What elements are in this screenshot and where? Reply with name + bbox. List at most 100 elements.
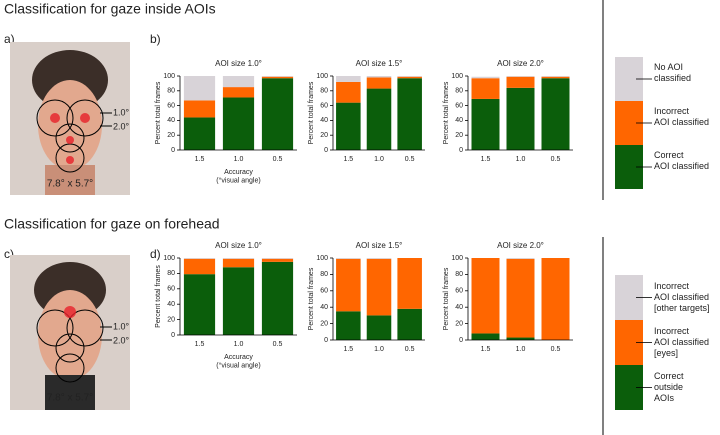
panel-label: a) [4, 32, 15, 46]
chart-title: AOI size 1.5° [356, 59, 403, 68]
bar-segment [183, 258, 216, 275]
x-tick-label: 1.5 [343, 346, 353, 353]
chart-title: AOI size 1.0° [215, 59, 262, 68]
bar-segment [366, 88, 392, 150]
x-tick-label: 0.5 [273, 156, 283, 163]
y-tick-label: 40 [455, 304, 463, 311]
bar-segment [222, 267, 255, 335]
y-tick-label: 80 [455, 88, 463, 95]
y-tick-label: 60 [455, 102, 463, 109]
y-tick-label: 60 [167, 102, 175, 109]
bar-segment [366, 77, 392, 89]
y-tick-label: 0 [459, 337, 463, 344]
y-tick-label: 60 [320, 102, 328, 109]
heading: Classification for gaze on forehead [4, 216, 220, 232]
x-tick-label: 0.5 [551, 346, 561, 353]
y-tick-label: 20 [455, 132, 463, 139]
x-tick-label: 1.0 [234, 341, 244, 348]
bar-segment [366, 258, 392, 259]
bar-segment [336, 311, 361, 340]
bar-segment [366, 76, 392, 78]
bar-segment [506, 87, 535, 150]
x-tick-label: 1.5 [195, 341, 205, 348]
y-tick-label: 80 [320, 271, 328, 278]
y-axis-label: Percent total frames [308, 267, 315, 330]
y-tick-label: 80 [455, 271, 463, 278]
face-label: 7.8° x 5.7° [47, 393, 93, 404]
x-tick-label: 1.0 [374, 156, 384, 163]
bar-segment [397, 78, 422, 150]
bar-segment [222, 97, 255, 150]
y-tick-label: 100 [451, 255, 463, 262]
chart-title: AOI size 1.0° [215, 241, 262, 250]
face-image [10, 42, 130, 195]
bar-segment [541, 258, 570, 340]
x-tick-label: 0.5 [405, 346, 415, 353]
x-tick-label: 1.5 [343, 156, 353, 163]
legend-label: No AOI classified [654, 62, 692, 83]
y-tick-label: 0 [171, 332, 175, 339]
bar-segment [183, 274, 216, 335]
y-tick-label: 60 [320, 288, 328, 295]
y-tick-label: 60 [167, 286, 175, 293]
heading: Classification for gaze inside AOIs [4, 1, 216, 17]
x-tick-label: 0.5 [551, 156, 561, 163]
x-tick-label: 0.5 [405, 156, 415, 163]
bar-segment [541, 78, 570, 150]
y-tick-label: 80 [320, 88, 328, 95]
bar-segment [336, 258, 361, 259]
y-tick-label: 100 [163, 73, 175, 80]
bar-segment [183, 100, 216, 118]
x-tick-label: 1.0 [516, 156, 526, 163]
y-axis-label: Percent total frames [308, 81, 315, 144]
panel-label: c) [4, 247, 14, 261]
y-tick-label: 40 [455, 117, 463, 124]
bar-segment [471, 78, 500, 99]
y-axis-label: Percent total frames [443, 81, 450, 144]
bar-segment [261, 76, 294, 77]
bar-segment [261, 258, 294, 259]
bar-segment [541, 76, 570, 79]
bar-segment [397, 258, 422, 309]
bar-segment [183, 76, 216, 101]
x-tick-label: 1.5 [195, 156, 205, 163]
bar-segment [471, 333, 500, 340]
bar-segment [366, 315, 392, 340]
y-tick-label: 20 [167, 316, 175, 323]
bar-segment [261, 261, 294, 335]
x-tick-label: 1.5 [481, 346, 491, 353]
legend-label: Correct outside AOIs [654, 370, 684, 403]
face-label: 1.0° [113, 107, 130, 117]
x-tick-label: 1.0 [234, 156, 244, 163]
bar-segment [336, 258, 361, 312]
bar-segment [222, 258, 255, 259]
y-tick-label: 20 [455, 320, 463, 327]
bar-segment [336, 102, 361, 150]
bar-segment [397, 76, 422, 79]
y-axis-label: Percent total frames [155, 265, 162, 328]
bar-segment [336, 81, 361, 103]
bar-segment [261, 258, 294, 262]
y-tick-label: 20 [320, 132, 328, 139]
y-tick-label: 80 [167, 88, 175, 95]
bar-segment [506, 76, 535, 88]
y-tick-label: 40 [167, 117, 175, 124]
bar-segment [541, 76, 570, 77]
x-tick-label: 1.5 [481, 156, 491, 163]
y-tick-label: 40 [320, 117, 328, 124]
panel-label: d) [150, 247, 161, 261]
bar-segment [183, 117, 216, 150]
y-tick-label: 100 [163, 255, 175, 262]
chart-title: AOI size 2.0° [497, 241, 544, 250]
face-label: 2.0° [113, 121, 130, 131]
y-tick-label: 100 [316, 73, 328, 80]
bar-segment [471, 76, 500, 79]
legend-label: Incorrect AOI classified [eyes] [654, 325, 710, 358]
bar-segment [506, 76, 535, 77]
y-tick-label: 40 [167, 301, 175, 308]
bar-segment [471, 98, 500, 150]
bar-segment [397, 308, 422, 340]
y-tick-label: 40 [320, 304, 328, 311]
